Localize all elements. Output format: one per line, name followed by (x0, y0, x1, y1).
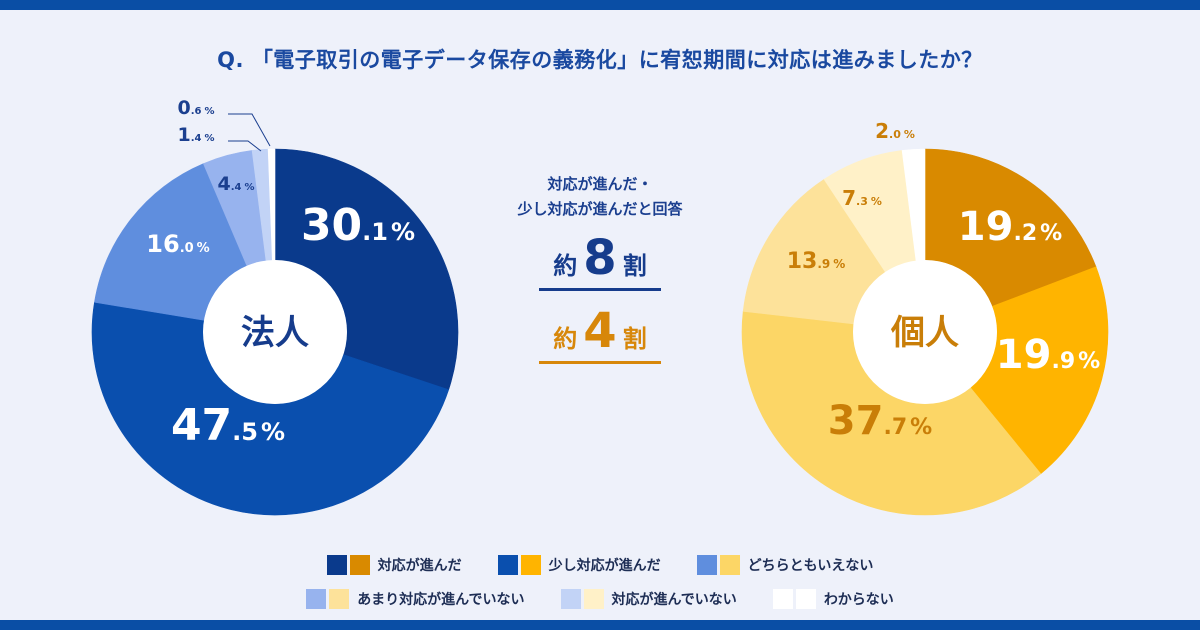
corporate-leader-4 (228, 140, 262, 152)
corporate-label-3: 4.4% (217, 173, 254, 195)
legend-swatch-corporate (497, 555, 518, 575)
donut-titles: 法人 個人 (241, 313, 959, 353)
legend-swatch-corporate (696, 555, 717, 575)
corporate-label-5: 0.6% (177, 97, 214, 119)
individual-donut (741, 148, 1109, 516)
legend-swatch-individual (583, 589, 604, 609)
legend-item: 少し対応が進んだ (497, 555, 661, 575)
legend-row: あまり対応が進んでいない 対応が進んでいない わからない (0, 582, 1200, 616)
individual-label-0: 19.2% (958, 204, 1062, 250)
legend-swatch-corporate (306, 589, 327, 609)
corporate-summary-prefix: 約 (553, 252, 578, 280)
legend-item: わからない (772, 589, 894, 609)
individual-summary-prefix: 約 (553, 325, 578, 353)
corporate-leader-5 (228, 113, 271, 147)
individual-summary: 約 4 割 (480, 307, 720, 355)
corporate-donut (91, 148, 459, 516)
legend-swatch-corporate (772, 589, 793, 609)
legend-item: 対応が進んだ (326, 555, 462, 575)
individual-label-3: 13.9% (787, 249, 846, 274)
individual-summary-underline (539, 361, 661, 364)
corporate-label-2: 16.0% (146, 230, 209, 258)
legend-label: どちらともいえない (747, 558, 874, 574)
bottom-accent-bar (0, 620, 1200, 630)
corporate-summary-suffix: 割 (622, 252, 647, 280)
top-accent-bar (0, 0, 1200, 10)
corporate-donut-hole (203, 260, 347, 404)
legend-label: 対応が進んでいない (611, 592, 737, 608)
legend-swatch-individual (520, 555, 541, 575)
corporate-summary-underline (539, 288, 661, 291)
legend-label: あまり対応が進んでいない (357, 592, 525, 608)
legend-label: 対応が進んだ (377, 558, 462, 574)
corporate-summary: 約 8 割 (480, 234, 720, 282)
legend-item: 対応が進んでいない (560, 589, 737, 609)
corporate-summary-value: 8 (583, 230, 617, 286)
slice-labels: 30.1 % 47.5 % 16.0 % 4.4 % 1.4 % 0.6 % 19.2 % 19.9 % 37.… (146, 97, 1100, 451)
individual-label-4: 7.3% (842, 186, 882, 210)
individual-summary-suffix: 割 (622, 325, 647, 353)
corporate-label-0: 30.1% (301, 200, 415, 251)
summary-caption-line2: 少し対応が進んだと回答 (517, 200, 683, 218)
legend: 対応が進んだ 少し対応が進んだ どちらともいえない あまり対応が進んでいない 対… (0, 548, 1200, 616)
summary-caption-line1: 対応が進んだ・ (547, 175, 653, 193)
legend-swatch-individual (349, 555, 370, 575)
corporate-donut-title: 法人 (241, 313, 309, 353)
individual-label-2: 37.7% (828, 398, 932, 444)
label-leader-lines (228, 113, 271, 152)
summary-box: 対応が進んだ・ 少し対応が進んだと回答 約 8 割 約 4 割 (480, 172, 720, 364)
legend-swatch-corporate (326, 555, 347, 575)
individual-slice-3 (742, 178, 886, 325)
legend-item: どちらともいえない (696, 555, 874, 575)
legend-row: 対応が進んだ 少し対応が進んだ どちらともいえない (0, 548, 1200, 582)
question-title: Q. 「電子取引の電子データ保存の義務化」に宥恕期間に対応は進みましたか？ (217, 48, 983, 72)
legend-label: 少し対応が進んだ (548, 558, 661, 574)
individual-summary-value: 4 (583, 303, 617, 359)
legend-swatch-individual (795, 589, 816, 609)
individual-label-1: 19.9% (996, 332, 1100, 378)
legend-swatch-individual (719, 555, 740, 575)
individual-donut-title: 個人 (890, 313, 959, 353)
legend-swatch-individual (329, 589, 350, 609)
individual-donut-hole (853, 260, 997, 404)
individual-label-5: 2.0% (875, 119, 915, 143)
corporate-label-1: 47.5% (171, 400, 285, 451)
legend-swatch-corporate (560, 589, 581, 609)
legend-label: わからない (823, 592, 894, 608)
legend-item: あまり対応が進んでいない (306, 589, 525, 609)
corporate-label-4: 1.4% (177, 124, 214, 146)
